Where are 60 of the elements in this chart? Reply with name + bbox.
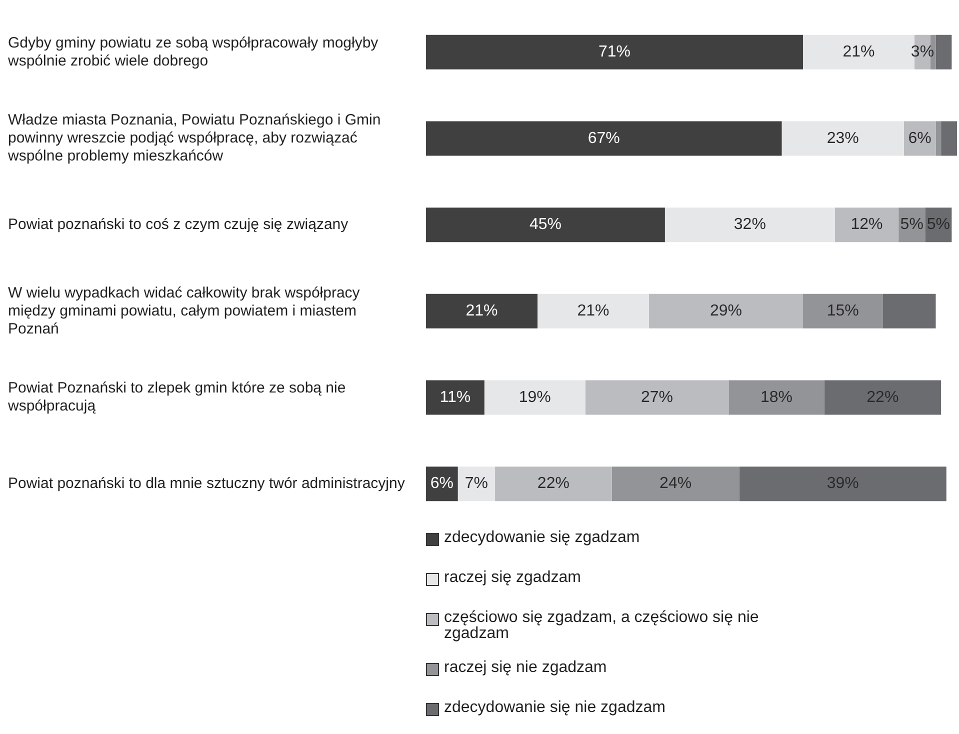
bar [458,466,496,502]
data-label: 24% [660,475,692,492]
bar [803,294,883,328]
data-label: 23% [826,130,859,147]
bar [936,121,942,156]
data-label: 5% [900,216,924,234]
data-label: 7% [464,475,488,492]
data-label: 32% [734,216,766,234]
bar [426,34,804,70]
data-label: 11% [440,388,471,406]
data-label: 21% [577,302,610,320]
y-tick-label: Powiat Poznański to zlepek gmin które ze sobą nie współpracują [7,380,346,415]
data-label: 15% [826,302,859,320]
data-label: 27% [640,388,673,406]
data-label: 21% [466,302,498,320]
data-label: 22% [537,475,570,492]
bar [612,466,740,502]
y-tick-label: Władze miasta Poznania, Powiatu Poznańskiego i Gmin powinny wreszcie podjąć współpracę, aby rozwiązać wspólne problemy mieszkańców [7,112,381,165]
bar [728,380,824,415]
bar [426,208,665,242]
data-label: 18% [760,388,792,406]
bar [936,34,952,70]
data-label: 22% [866,388,899,406]
legend-label: raczej się nie zgadzam [444,659,607,676]
bar [649,294,804,328]
bar [739,466,946,502]
data-label: 12% [850,216,883,234]
bar [484,380,586,415]
legend-label: częściowo się zgadzam, a częściowo się nie zgadzam [444,609,760,642]
bar [538,294,650,328]
legend-label: zdecydowanie się zgadzam [444,529,640,546]
bar [426,380,484,415]
data-label: 21% [842,44,875,61]
y-tick-label: Gdyby gminy powiatu ze sobą współpracowały mogłyby wspólnie zrobić wiele dobrego [7,34,379,70]
data-label: 6% [908,130,932,147]
data-label: 45% [529,216,562,234]
legend-label: raczej się zgadzam [444,569,581,586]
bar [495,466,612,502]
data-label: 6% [430,475,454,492]
bar [882,294,936,328]
bar [664,208,835,242]
legend-label: zdecydowanie się nie zgadzam [444,699,666,716]
bar [585,380,729,415]
data-label: 29% [710,302,742,320]
y-tick-label: W wielu wypadkach widać całkowity brak współpracy między gminami powiatu, całym powiatem i miastem Poznań [8,284,360,338]
y-tick-label: Powiat poznański to coś z czym czuję się związany [8,216,349,233]
y-tick-label: Powiat poznański to dla mnie sztuczny twór administracyjny [8,474,406,492]
bar [904,121,936,156]
data-label: 19% [518,388,551,406]
bar [426,121,782,156]
data-label: 67% [588,130,620,147]
bar [941,121,957,156]
bar [426,294,538,328]
data-label: 39% [826,475,859,492]
bar [782,121,904,156]
bar [834,208,899,242]
data-label: 71% [598,44,631,61]
data-label: 3% [910,44,934,61]
data-label: 5% [926,216,950,234]
bar [824,380,942,415]
